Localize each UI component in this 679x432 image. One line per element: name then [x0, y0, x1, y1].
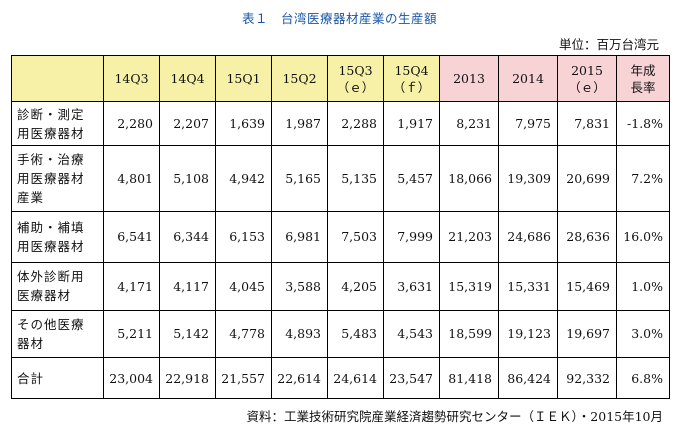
table-cell: 1,639 [215, 100, 272, 147]
table-cell: 81,418 [439, 357, 499, 399]
table-cell: 6,541 [103, 210, 160, 263]
table-cell: 15,469 [557, 261, 617, 311]
table-cell: 4,117 [159, 261, 216, 311]
table-cell: 5,483 [327, 309, 384, 359]
header-row: 14Q3 14Q4 15Q1 15Q2 15Q3 （ｅ） 15Q4 （ｆ） 20… [11, 55, 670, 102]
table-cell: 6,344 [159, 210, 216, 263]
table-cell: 19,309 [498, 145, 558, 212]
table-cell: 4,942 [215, 145, 272, 212]
column-header: 年成 長率 [616, 55, 670, 102]
table-row: 診断・測定 用医療器材 2,280 2,207 1,639 1,987 2,28… [11, 100, 670, 147]
row-label: 補助・補填 用医療器材 [11, 210, 104, 263]
table-row: その他医療 器材 5,211 5,142 4,778 4,893 5,483 4… [11, 309, 670, 359]
column-header: 15Q1 [215, 55, 272, 102]
table-cell: 4,778 [215, 309, 272, 359]
table-cell: 8,231 [439, 100, 499, 147]
row-label: 合計 [11, 357, 104, 399]
table-cell: 18,066 [439, 145, 499, 212]
column-header: 15Q4 （ｆ） [383, 55, 440, 102]
table-cell: 7.2% [616, 145, 670, 212]
table-cell: 5,457 [383, 145, 440, 212]
column-header: 2015 （ｅ） [557, 55, 617, 102]
unit-label: 単位：百万台湾元 [558, 37, 659, 52]
table-row: 補助・補填 用医療器材 6,541 6,344 6,153 6,981 7,50… [11, 210, 670, 263]
table-cell: 19,123 [498, 309, 558, 359]
header-corner-cell [11, 55, 104, 102]
table-cell: 4,045 [215, 261, 272, 311]
table-cell: 5,165 [271, 145, 328, 212]
table-cell: 5,211 [103, 309, 160, 359]
table-cell: 2,207 [159, 100, 216, 147]
table-cell: 16.0% [616, 210, 670, 263]
production-table: 14Q3 14Q4 15Q1 15Q2 15Q3 （ｅ） 15Q4 （ｆ） 20… [11, 55, 670, 399]
table-cell: 7,975 [498, 100, 558, 147]
table-cell: 21,203 [439, 210, 499, 263]
table-row: 手術・治療 用医療器材 産業 4,801 5,108 4,942 5,165 5… [11, 145, 670, 212]
table-cell: 15,319 [439, 261, 499, 311]
column-header: 14Q4 [159, 55, 216, 102]
table-cell: 21,557 [215, 357, 272, 399]
column-header: 2013 [439, 55, 499, 102]
table-cell: 5,142 [159, 309, 216, 359]
column-header: 15Q2 [271, 55, 328, 102]
table-cell: 19,697 [557, 309, 617, 359]
row-label: 診断・測定 用医療器材 [11, 100, 104, 147]
table-cell: 1.0% [616, 261, 670, 311]
row-label: その他医療 器材 [11, 309, 104, 359]
column-header: 15Q3 （ｅ） [327, 55, 384, 102]
table-cell: 4,205 [327, 261, 384, 311]
table-cell: 4,893 [271, 309, 328, 359]
table-cell: 92,332 [557, 357, 617, 399]
table-cell: 2,288 [327, 100, 384, 147]
table-cell: 15,331 [498, 261, 558, 311]
table-cell: -1.8% [616, 100, 670, 147]
table-cell: 7,999 [383, 210, 440, 263]
row-label: 体外診断用 医療器材 [11, 261, 104, 311]
table-cell: 7,503 [327, 210, 384, 263]
table-title: 表１ 台湾医療器材産業の生産額 [241, 11, 437, 26]
table-row: 体外診断用 医療器材 4,171 4,117 4,045 3,588 4,205… [11, 261, 670, 311]
table-cell: 86,424 [498, 357, 558, 399]
table-cell: 18,599 [439, 309, 499, 359]
table-cell: 7,831 [557, 100, 617, 147]
table-cell: 6,981 [271, 210, 328, 263]
table-cell: 4,801 [103, 145, 160, 212]
table-cell: 22,614 [271, 357, 328, 399]
table-cell: 3,631 [383, 261, 440, 311]
table-cell: 24,614 [327, 357, 384, 399]
table-cell: 23,547 [383, 357, 440, 399]
source-note: 資料：工業技術研究院産業経済趨勢研究センター（ＩＥＫ）・2015年10月 [246, 409, 663, 424]
column-header: 2014 [498, 55, 558, 102]
table-cell: 4,543 [383, 309, 440, 359]
total-row: 合計 23,004 22,918 21,557 22,614 24,614 23… [11, 357, 670, 399]
column-header: 14Q3 [103, 55, 160, 102]
table-cell: 1,917 [383, 100, 440, 147]
table-cell: 28,636 [557, 210, 617, 263]
table-cell: 23,004 [103, 357, 160, 399]
table-cell: 5,135 [327, 145, 384, 212]
table-cell: 20,699 [557, 145, 617, 212]
row-label: 手術・治療 用医療器材 産業 [11, 145, 104, 212]
table-cell: 6,153 [215, 210, 272, 263]
table-cell: 3.0% [616, 309, 670, 359]
table-cell: 5,108 [159, 145, 216, 212]
table-cell: 2,280 [103, 100, 160, 147]
table-cell: 6.8% [616, 357, 670, 399]
table-cell: 24,686 [498, 210, 558, 263]
table-cell: 3,588 [271, 261, 328, 311]
table-cell: 1,987 [271, 100, 328, 147]
table-cell: 4,171 [103, 261, 160, 311]
table-cell: 22,918 [159, 357, 216, 399]
